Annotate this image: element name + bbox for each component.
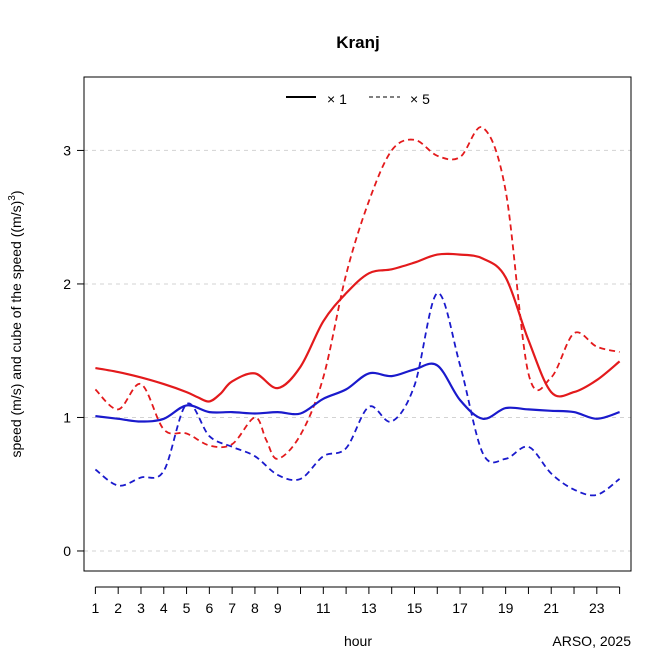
y-tick-label-2: 2: [63, 276, 71, 292]
y-axis-label-tail: ): [8, 190, 24, 195]
x-tick-label-0: 1: [91, 600, 99, 616]
legend: × 1 × 5: [286, 91, 430, 107]
y-axis-label: speed (m/s) and cube of the speed ((m/s)…: [7, 190, 24, 457]
x-tick-label-11: 15: [407, 600, 423, 616]
y-axis: 0 1 2 3: [63, 142, 84, 559]
x-tick-label-8: 9: [274, 600, 282, 616]
x-tick-label-1: 2: [114, 600, 122, 616]
legend-symbol-1: ×: [327, 91, 335, 107]
x-tick-label-2: 3: [137, 600, 145, 616]
x-tick-label-15: 23: [589, 600, 605, 616]
x-tick-label-5: 6: [205, 600, 213, 616]
x-tick-label-14: 21: [543, 600, 559, 616]
plot-frame: [83, 76, 632, 572]
series-line-red-cube: [94, 126, 620, 460]
x-tick-label-12: 17: [452, 600, 468, 616]
series-line-blue-speed: [95, 362, 620, 423]
y-tick-label-0: 0: [63, 543, 71, 559]
x-tick-label-7: 8: [251, 600, 259, 616]
legend-symbol-2: ×: [410, 91, 418, 107]
credit-label: ARSO, 2025: [552, 633, 631, 649]
y-tick-label-1: 1: [63, 409, 71, 425]
y-tick-label-3: 3: [63, 142, 71, 158]
legend-value-2: 5: [422, 91, 430, 107]
x-tick-label-3: 4: [160, 600, 168, 616]
legend-value-1: 1: [339, 91, 347, 107]
grid-lines: [84, 149, 631, 552]
x-tick-label-4: 5: [183, 600, 191, 616]
x-tick-label-9: 11: [316, 600, 331, 616]
legend-label-1: × 1: [327, 91, 347, 107]
x-tick-label-10: 13: [361, 600, 377, 616]
x-tick-label-6: 7: [228, 600, 236, 616]
chart-title: Kranj: [336, 33, 379, 52]
y-axis-label-superscript: 3: [7, 195, 18, 201]
series-lines: [94, 126, 621, 497]
series-line-red-speed: [95, 252, 621, 403]
x-axis-label: hour: [344, 633, 372, 649]
y-axis-label-main: speed (m/s) and cube of the speed ((m/s): [8, 201, 24, 458]
x-tick-label-13: 19: [498, 600, 514, 616]
legend-label-2: × 5: [410, 91, 430, 107]
series-line-blue-cube: [94, 292, 621, 497]
x-axis: 1 2 3 4 5 6 7 8 9 11 13 15 17 19 21 23: [91, 586, 621, 616]
